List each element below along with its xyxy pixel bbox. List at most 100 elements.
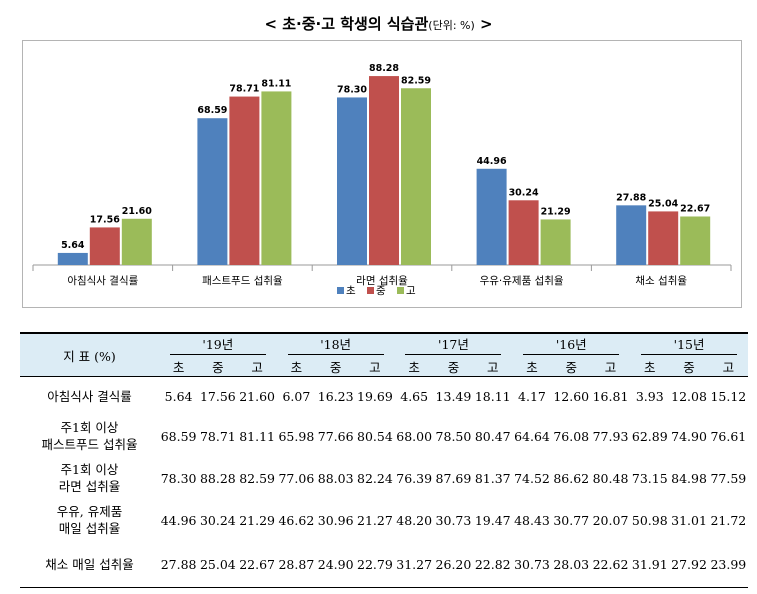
chart-title: < 초·중·고 학생의 식습관(단위: %) > bbox=[0, 12, 757, 36]
indicator-header: 지 표 (%) bbox=[20, 332, 159, 377]
table-cell: 76.39 bbox=[396, 470, 433, 486]
table-cell: 88.28 bbox=[199, 470, 236, 486]
table-row: 아침식사 결식률 5.64 17.56 21.60 6.07 16.23 19.69 4.65… bbox=[20, 377, 748, 416]
table-cell: 84.98 bbox=[671, 470, 707, 486]
row-label: 채소 매일 섭취율 bbox=[20, 541, 159, 588]
table-cell: 28.87 bbox=[276, 541, 317, 588]
table-cell: 27.92 bbox=[669, 541, 709, 588]
bar bbox=[121, 218, 152, 265]
table-cell: 4.17 bbox=[518, 388, 546, 404]
data-label: 21.60 bbox=[122, 206, 152, 217]
table-cell: 19.69 bbox=[357, 388, 393, 404]
title-unit: (단위: %) bbox=[428, 19, 475, 32]
row-label-line: 채소 매일 섭취율 bbox=[45, 556, 134, 572]
row-label: 아침식사 결식률 bbox=[20, 377, 159, 416]
bar bbox=[508, 200, 539, 265]
table-cell: 48.20 bbox=[396, 512, 433, 528]
bar bbox=[337, 97, 367, 265]
legend-label: 초 bbox=[346, 285, 356, 297]
data-label: 78.71 bbox=[229, 84, 259, 95]
level-header: 중 bbox=[433, 356, 474, 377]
table-cell: 68.00 bbox=[396, 428, 433, 444]
table-cell: 48.43 bbox=[514, 512, 550, 528]
data-label: 78.30 bbox=[337, 84, 367, 95]
data-label: 27.88 bbox=[616, 192, 646, 203]
table-cell: 17.56 bbox=[199, 388, 236, 404]
table-cell: 77.06 bbox=[278, 470, 315, 486]
table-cell: 78.50 bbox=[435, 428, 472, 444]
table-cell: 81.11 bbox=[239, 428, 276, 444]
table-cell: 5.64 bbox=[164, 388, 193, 404]
legend-swatch bbox=[397, 287, 404, 294]
table-row: 주1회 이상 라면 섭취율 78.30 88.28 82.59 77.06 88.03 82.… bbox=[20, 457, 748, 499]
bar bbox=[89, 227, 120, 265]
legend-label: 고 bbox=[406, 285, 416, 297]
table-cell: 12.08 bbox=[671, 388, 707, 404]
legend-swatch bbox=[367, 287, 374, 294]
level-header: 고 bbox=[237, 356, 277, 377]
row-label: 주1회 이상 라면 섭취율 bbox=[20, 457, 159, 499]
table-cell: 74.52 bbox=[514, 470, 550, 486]
table-cell: 76.08 bbox=[553, 428, 590, 444]
data-label: 21.29 bbox=[541, 206, 571, 217]
data-label: 81.11 bbox=[261, 78, 291, 89]
data-label: 5.64 bbox=[61, 240, 85, 251]
table-cell: 22.62 bbox=[590, 541, 631, 588]
table-cell: 30.73 bbox=[512, 541, 552, 588]
table-row: 우유, 유제품 매일 섭취율 44.96 30.24 21.29 46.62 30.96 21… bbox=[20, 499, 748, 541]
level-header: 초 bbox=[630, 356, 670, 377]
year-header-row: 지 표 (%) '19년 '18년 '17년 '16년 '15년 bbox=[20, 332, 748, 377]
table-cell: 30.77 bbox=[553, 512, 590, 528]
table-cell: 6.07 bbox=[282, 388, 311, 404]
table-cell: 23.99 bbox=[708, 541, 748, 588]
bar bbox=[476, 168, 507, 265]
level-header: 고 bbox=[590, 356, 631, 377]
table-cell: 31.27 bbox=[394, 541, 434, 588]
level-header: 중 bbox=[198, 356, 238, 377]
level-header: 초 bbox=[276, 356, 317, 377]
category-label: 패스트푸드 섭취율 bbox=[202, 275, 283, 287]
bar bbox=[401, 88, 431, 265]
level-header: 고 bbox=[708, 356, 748, 377]
table-cell: 82.59 bbox=[239, 470, 276, 486]
year-label: '18년 bbox=[287, 336, 384, 355]
table-cell: 74.90 bbox=[671, 428, 707, 444]
year-header: '19년 bbox=[158, 332, 277, 356]
year-label: '15년 bbox=[641, 336, 738, 355]
table-cell: 22.82 bbox=[473, 541, 513, 588]
table-cell: 19.47 bbox=[474, 512, 511, 528]
table-cell: 12.60 bbox=[553, 388, 590, 404]
bar bbox=[648, 211, 679, 265]
table-cell: 3.93 bbox=[635, 388, 664, 404]
table-cell: 68.59 bbox=[160, 428, 197, 444]
year-label: '16년 bbox=[523, 336, 620, 355]
table-cell: 16.23 bbox=[317, 388, 354, 404]
level-header: 고 bbox=[473, 356, 513, 377]
data-label: 44.96 bbox=[477, 156, 507, 167]
level-header: 초 bbox=[394, 356, 434, 377]
table-cell: 31.91 bbox=[630, 541, 670, 588]
table-cell: 13.49 bbox=[435, 388, 472, 404]
table-cell: 30.24 bbox=[199, 512, 236, 528]
row-label: 우유, 유제품 매일 섭취율 bbox=[20, 499, 159, 541]
row-label: 주1회 이상 패스트푸드 섭취율 bbox=[20, 415, 159, 457]
legend-swatch bbox=[337, 287, 344, 294]
bar bbox=[57, 252, 88, 265]
table-cell: 77.66 bbox=[317, 428, 354, 444]
table-cell: 65.98 bbox=[278, 428, 315, 444]
table-cell: 81.37 bbox=[474, 470, 511, 486]
table-cell: 64.64 bbox=[514, 428, 550, 444]
category-label: 우유·유제품 섭취율 bbox=[480, 275, 564, 287]
table-cell: 80.48 bbox=[592, 470, 629, 486]
level-header: 고 bbox=[355, 356, 395, 377]
data-label: 82.59 bbox=[401, 75, 431, 86]
table-cell: 76.61 bbox=[710, 428, 747, 444]
level-header: 중 bbox=[551, 356, 591, 377]
bar bbox=[197, 118, 228, 265]
table-body: 아침식사 결식률 5.64 17.56 21.60 6.07 16.23 19.69 4.65… bbox=[20, 377, 748, 588]
table-row: 채소 매일 섭취율 27.88 25.04 22.67 28.87 24.90 22.79 3… bbox=[20, 541, 748, 588]
data-label: 17.56 bbox=[90, 214, 120, 225]
table-cell: 80.54 bbox=[357, 428, 393, 444]
